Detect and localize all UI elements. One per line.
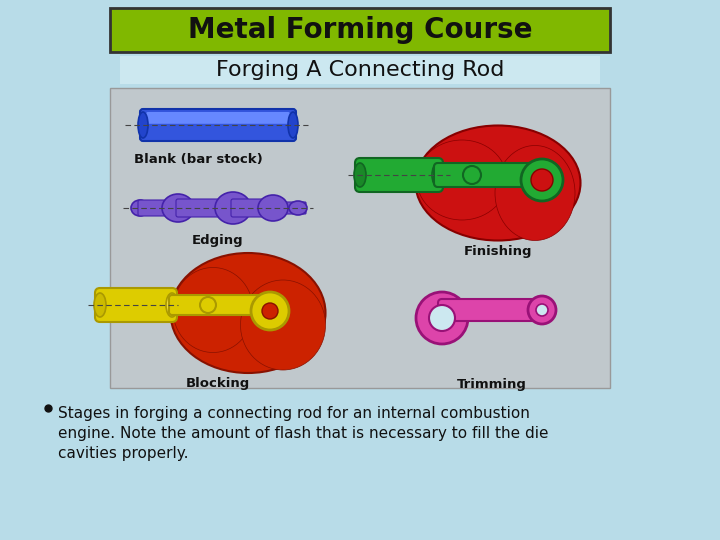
FancyBboxPatch shape (138, 200, 172, 216)
FancyBboxPatch shape (169, 295, 270, 315)
Ellipse shape (171, 253, 325, 373)
Ellipse shape (200, 297, 216, 313)
Text: Trimming: Trimming (457, 378, 527, 391)
Ellipse shape (415, 125, 580, 240)
Ellipse shape (528, 296, 556, 324)
Text: Metal Forming Course: Metal Forming Course (188, 16, 532, 44)
Ellipse shape (416, 292, 468, 344)
Ellipse shape (215, 192, 251, 224)
Text: Blocking: Blocking (186, 377, 250, 390)
FancyBboxPatch shape (110, 8, 610, 52)
Text: Finishing: Finishing (464, 245, 532, 258)
Ellipse shape (495, 145, 575, 240)
FancyBboxPatch shape (434, 163, 542, 187)
Ellipse shape (262, 303, 278, 319)
FancyBboxPatch shape (120, 56, 600, 84)
FancyBboxPatch shape (176, 199, 240, 217)
Ellipse shape (429, 305, 455, 331)
Ellipse shape (531, 169, 553, 191)
Ellipse shape (173, 267, 253, 353)
FancyBboxPatch shape (139, 202, 306, 214)
Ellipse shape (258, 195, 288, 221)
Ellipse shape (289, 201, 307, 215)
Ellipse shape (138, 112, 148, 138)
FancyBboxPatch shape (231, 199, 285, 217)
Ellipse shape (131, 200, 149, 216)
Ellipse shape (536, 304, 548, 316)
Ellipse shape (288, 112, 298, 138)
FancyBboxPatch shape (146, 112, 290, 124)
Text: Blank (bar stock): Blank (bar stock) (134, 153, 262, 166)
Ellipse shape (354, 163, 366, 187)
Ellipse shape (94, 293, 106, 317)
FancyBboxPatch shape (140, 109, 296, 141)
Ellipse shape (417, 140, 507, 220)
Text: Edging: Edging (192, 234, 244, 247)
Text: Stages in forging a connecting rod for an internal combustion
engine. Note the a: Stages in forging a connecting rod for a… (58, 406, 549, 461)
Ellipse shape (251, 292, 289, 330)
Ellipse shape (463, 166, 481, 184)
FancyBboxPatch shape (95, 288, 177, 322)
Ellipse shape (162, 194, 194, 222)
Ellipse shape (521, 159, 563, 201)
Ellipse shape (240, 280, 325, 370)
Ellipse shape (166, 293, 178, 317)
FancyBboxPatch shape (438, 299, 546, 321)
FancyBboxPatch shape (110, 88, 610, 388)
Ellipse shape (432, 163, 444, 187)
FancyBboxPatch shape (355, 158, 443, 192)
Text: Forging A Connecting Rod: Forging A Connecting Rod (216, 60, 504, 80)
